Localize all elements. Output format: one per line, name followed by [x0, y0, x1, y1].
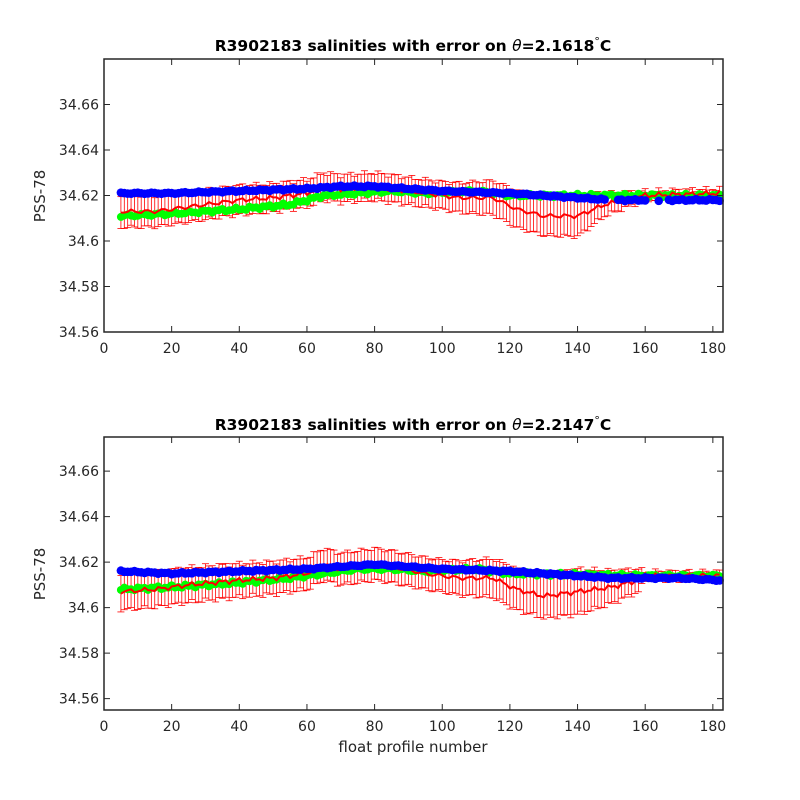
bottom-y-tick-label: 34.62: [59, 555, 99, 571]
bottom-y-tick-label: 34.66: [59, 464, 99, 480]
bottom-x-tick-label: 80: [366, 719, 384, 735]
bottom-x-axis-ticks: 0 20 40 60 80 100 120 140 160 180: [100, 437, 726, 735]
top-y-tick-label: 34.58: [59, 280, 99, 296]
top-float-point: [654, 196, 664, 206]
bottom-x-tick-label: 160: [632, 719, 659, 735]
top-y-axis-label: PSS-78: [31, 170, 49, 223]
top-y-tick-label: 34.6: [68, 234, 99, 250]
bottom-y-tick-label: 34.6: [68, 601, 99, 617]
bottom-float-series: [116, 560, 724, 586]
bottom-x-tick-label: 180: [699, 719, 726, 735]
bottom-calibrated-line: [120, 562, 720, 599]
bottom-x-tick-label: 100: [429, 719, 456, 735]
bottom-x-tick-label: 60: [298, 719, 316, 735]
bottom-title-prefix: R3902183 salinities with error on: [215, 416, 512, 434]
bottom-x-axis-label: float profile number: [338, 738, 488, 756]
bottom-title-theta: θ: [512, 416, 522, 434]
bottom-y-tick-label: 34.58: [59, 646, 99, 662]
top-panel: R3902183 salinities with error on θ=2.16…: [31, 35, 726, 357]
bottom-y-axis-ticks: 34.56 34.58 34.6 34.62 34.64 34.66: [59, 464, 723, 708]
top-y-tick-label: 34.66: [59, 98, 99, 114]
bottom-x-tick-label: 120: [497, 719, 524, 735]
top-y-tick-label: 34.64: [59, 143, 99, 159]
top-float-point: [715, 196, 724, 206]
bottom-x-tick-label: 140: [564, 719, 591, 735]
top-x-tick-label: 120: [497, 341, 524, 357]
top-float-point: [640, 196, 650, 205]
top-x-tick-label: 140: [564, 341, 591, 357]
top-x-tick-label: 0: [100, 341, 109, 357]
top-x-tick-label: 160: [632, 341, 659, 357]
bottom-calibrated-series: [120, 562, 720, 599]
bottom-x-tick-label: 40: [230, 719, 248, 735]
bottom-y-tick-label: 34.56: [59, 692, 99, 708]
top-title-value: =2.1618: [522, 37, 595, 55]
top-title-prefix: R3902183 salinities with error on: [215, 37, 512, 55]
bottom-title-degree: °: [594, 414, 600, 427]
bottom-y-tick-label: 34.64: [59, 510, 99, 526]
bottom-x-tick-label: 20: [163, 719, 181, 735]
bottom-axes-frame: [103, 436, 724, 711]
top-x-tick-label: 60: [298, 341, 316, 357]
bottom-title-unit: C: [600, 416, 611, 434]
bottom-y-axis-label: PSS-78: [31, 548, 49, 601]
bottom-x-tick-label: 0: [100, 719, 109, 735]
bottom-title-value: =2.2147: [522, 416, 595, 434]
top-y-tick-label: 34.62: [59, 189, 99, 205]
top-float-series: [116, 181, 724, 206]
bottom-chart-title: R3902183 salinities with error on θ=2.21…: [215, 414, 612, 434]
top-y-axis-ticks: 34.56 34.58 34.6 34.62 34.64 34.66: [59, 98, 723, 341]
top-x-tick-label: 40: [230, 341, 248, 357]
top-title-theta: θ: [512, 37, 522, 55]
top-float-point: [600, 195, 609, 204]
bottom-float-point: [715, 576, 724, 585]
top-title-degree: °: [594, 35, 600, 48]
top-x-tick-label: 20: [163, 341, 181, 357]
top-chart-title: R3902183 salinities with error on θ=2.16…: [215, 35, 612, 55]
bottom-panel: R3902183 salinities with error on θ=2.21…: [31, 414, 726, 756]
top-title-unit: C: [600, 37, 611, 55]
top-x-tick-label: 80: [366, 341, 384, 357]
top-y-tick-label: 34.56: [59, 325, 99, 341]
top-x-tick-label: 100: [429, 341, 456, 357]
top-x-tick-label: 180: [699, 341, 726, 357]
top-x-axis-ticks: 0 20 40 60 80 100 120 140 160 180: [100, 59, 726, 357]
